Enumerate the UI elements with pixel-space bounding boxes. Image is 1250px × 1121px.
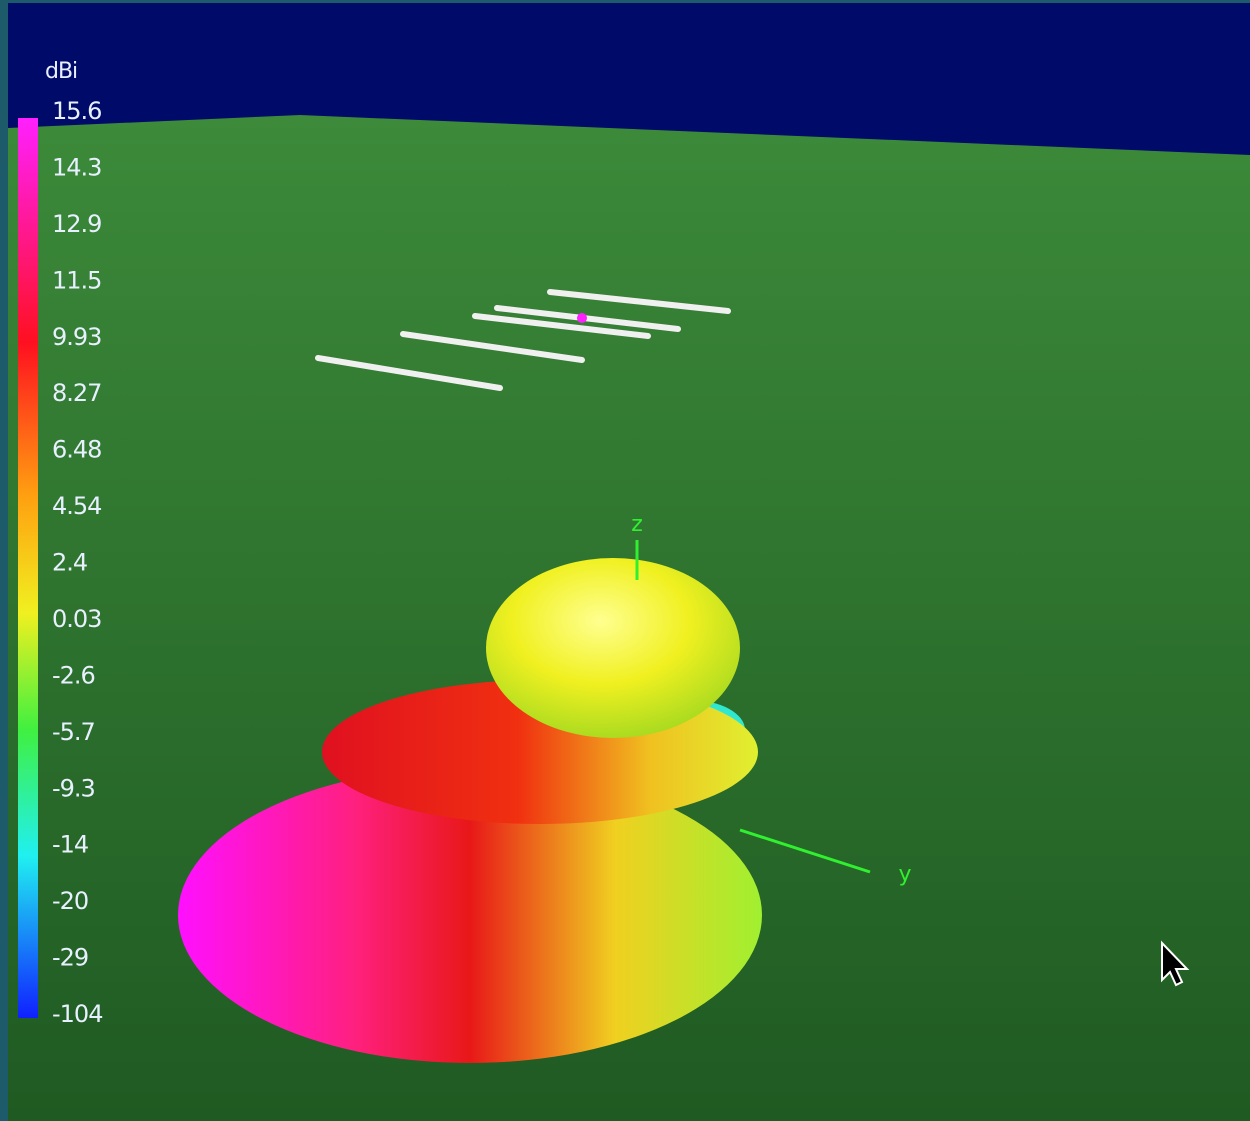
cursor <box>1161 940 1190 987</box>
main-lobe <box>178 767 762 1063</box>
colorbar-label: -29 <box>52 944 88 972</box>
colorbar-label: 11.5 <box>52 266 101 294</box>
colorbar-label: -9.3 <box>52 774 95 802</box>
colorbar-label: -14 <box>52 831 88 859</box>
axes <box>635 540 871 874</box>
colorbar-label: 9.93 <box>52 323 101 351</box>
colorbar-label: 12.9 <box>52 210 101 238</box>
colorbar-label: 2.4 <box>52 549 87 577</box>
colorbar-label: 4.54 <box>52 492 101 520</box>
colorbar-label: 8.27 <box>52 379 101 407</box>
axis-label: y <box>898 862 911 887</box>
back-lobe <box>486 558 740 738</box>
colorbar <box>18 118 38 1018</box>
colorbar-label: 6.48 <box>52 436 101 464</box>
colorbar-label: 14.3 <box>52 153 101 181</box>
feed-point <box>577 313 587 323</box>
colorbar-label: -5.7 <box>52 718 95 746</box>
colorbar-label: -104 <box>52 1000 102 1028</box>
axis-label: z <box>631 512 643 537</box>
colorbar-label: 0.03 <box>52 605 101 633</box>
colorbar-label: -20 <box>52 887 88 915</box>
antenna <box>315 289 731 391</box>
colorbar-unit: dBi <box>45 59 77 84</box>
colorbar-label: -2.6 <box>52 661 95 689</box>
colorbar-label: 15.6 <box>52 97 101 125</box>
